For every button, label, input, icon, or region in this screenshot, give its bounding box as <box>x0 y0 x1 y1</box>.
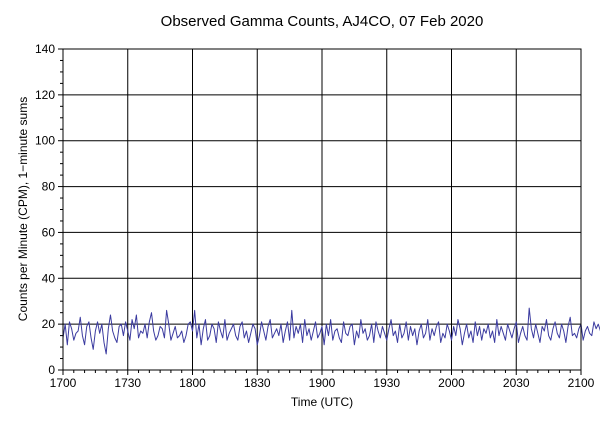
x-tick-label: 1800 <box>179 376 206 390</box>
x-tick-label: 1700 <box>50 376 77 390</box>
grid <box>62 48 582 371</box>
y-tick-label: 60 <box>42 225 56 239</box>
y-tick-label: 80 <box>42 180 56 194</box>
y-tick-label: 20 <box>42 317 56 331</box>
x-tick-label: 1900 <box>309 376 336 390</box>
y-tick-label: 0 <box>48 363 55 377</box>
chart-title: Observed Gamma Counts, AJ4CO, 07 Feb 202… <box>161 13 484 30</box>
y-axis-label: Counts per Minute (CPM), 1−minute sums <box>16 97 30 321</box>
y-tick-label: 120 <box>35 88 55 102</box>
x-tick-label: 1930 <box>373 376 400 390</box>
y-axis-ticks: 0 20 40 60 80 100 120 140 <box>35 42 63 377</box>
x-tick-label: 2000 <box>438 376 465 390</box>
y-tick-label: 100 <box>35 134 55 148</box>
y-tick-label: 40 <box>42 271 56 285</box>
x-tick-label: 2100 <box>568 376 595 390</box>
x-axis-label: Time (UTC) <box>291 395 353 409</box>
x-axis-ticks: 1700 1730 1800 1830 1900 1930 2000 2030 2100 <box>50 370 595 390</box>
y-tick-label: 140 <box>35 42 55 56</box>
x-tick-label: 1830 <box>244 376 271 390</box>
x-tick-label: 2030 <box>503 376 530 390</box>
series-layer <box>62 307 600 355</box>
series-line-1 <box>62 307 600 355</box>
x-tick-label: 1730 <box>114 376 141 390</box>
